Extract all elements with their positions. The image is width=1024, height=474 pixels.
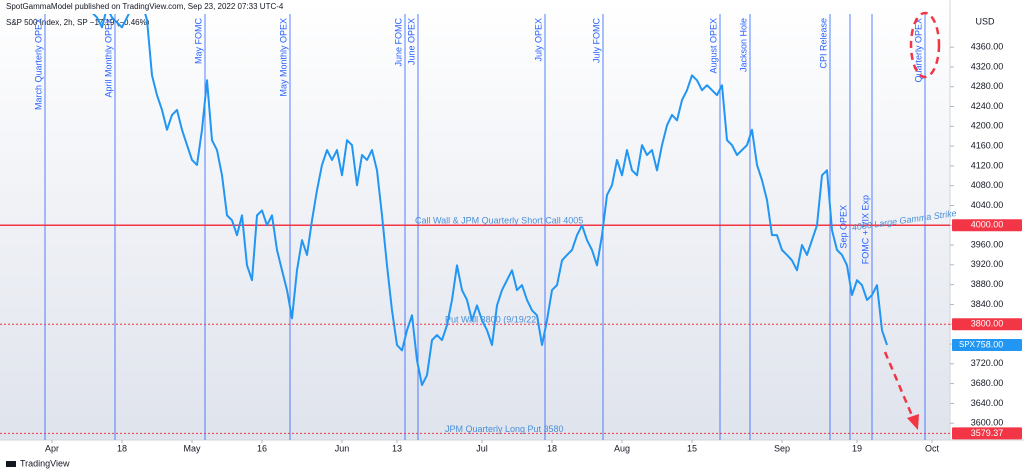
x-tick-label: Jul — [476, 443, 488, 453]
level-tag — [952, 427, 1022, 440]
y-tick-label: 3960.00 — [971, 239, 1004, 249]
level-text: Call Wall & JPM Quarterly Short Call 400… — [415, 216, 583, 226]
event-label: Sep OPEX — [838, 205, 848, 249]
highlight-oval — [909, 11, 941, 79]
event-label: May Monthly OPEX — [278, 18, 288, 97]
event-label: June FOMC — [393, 18, 403, 67]
series-tag-label: SPX — [959, 340, 976, 349]
y-tick-label: 3840.00 — [971, 299, 1004, 309]
y-tick-label: 4240.00 — [971, 101, 1004, 111]
x-tick-label: 15 — [687, 443, 697, 453]
event-label: April Monthly OPEX — [103, 18, 113, 98]
x-tick-label: May — [183, 443, 201, 453]
event-label: June OPEX — [406, 18, 416, 65]
x-tick-label: 13 — [392, 443, 402, 453]
x-tick-label: 18 — [117, 443, 127, 453]
x-tick-label: 19 — [852, 443, 862, 453]
y-tick-label: 3680.00 — [971, 378, 1004, 388]
x-tick-label: Jun — [335, 443, 350, 453]
event-label: May FOMC — [193, 18, 203, 64]
y-tick-label: 3720.00 — [971, 358, 1004, 368]
level-tag-label: 3800.00 — [971, 319, 1004, 329]
level-tag — [952, 219, 1022, 232]
y-tick-label: 4120.00 — [971, 160, 1004, 170]
y-tick-label: 4160.00 — [971, 140, 1004, 150]
publisher: SpotGammaModel published on TradingView.… — [6, 2, 284, 11]
price-tag-label: 3758.00 — [971, 339, 1004, 349]
level-text: Put Wall 3800 (9/19/22) — [445, 315, 539, 325]
x-tick-label: Aug — [614, 443, 630, 453]
y-tick-label: 4040.00 — [971, 200, 1004, 210]
level-tag-label: 3579.37 — [971, 428, 1004, 438]
event-label: July OPEX — [533, 18, 543, 62]
series-tag — [958, 339, 976, 352]
event-label: Quarterly OPEX — [913, 18, 923, 83]
y-tick-label: 3880.00 — [971, 279, 1004, 289]
x-tick-label: 18 — [547, 443, 557, 453]
level-tag-label: 4000.00 — [971, 220, 1004, 230]
chart-title: S&P 500 Index, 2h, SP −17.19 (−0.46%) — [6, 18, 150, 27]
x-tick-label: Sep — [774, 443, 790, 453]
y-tick-label: 3920.00 — [971, 259, 1004, 269]
x-tick-label: Apr — [45, 443, 59, 453]
y-tick-label: 3640.00 — [971, 398, 1004, 408]
event-label: July FOMC — [591, 17, 601, 63]
plot-background — [0, 0, 950, 440]
y-tick-label: 4080.00 — [971, 180, 1004, 190]
event-label: August OPEX — [708, 18, 718, 74]
y-tick-label: 4320.00 — [971, 61, 1004, 71]
y-tick-label: 4360.00 — [971, 42, 1004, 52]
event-label: March Quarterly OPEX — [33, 18, 43, 110]
x-tick-label: 16 — [257, 443, 267, 453]
y-tick-label: 3600.00 — [971, 418, 1004, 428]
level-text: JPM Quarterly Long Put 3580 — [445, 424, 564, 434]
y-tick-label: 4280.00 — [971, 81, 1004, 91]
event-label: Jackson Hole — [738, 18, 748, 72]
level-tag — [952, 318, 1022, 331]
event-label: FOMC + VIX Exp — [860, 195, 870, 264]
x-tick-label: Oct — [925, 443, 940, 453]
arrow-head — [907, 414, 919, 430]
logo — [6, 461, 16, 467]
price-line — [92, 14, 888, 387]
y-tick-label: 4200.00 — [971, 121, 1004, 131]
event-label: CPI Release — [818, 18, 828, 69]
footer: TradingView — [20, 458, 70, 468]
currency: USD — [975, 16, 995, 26]
